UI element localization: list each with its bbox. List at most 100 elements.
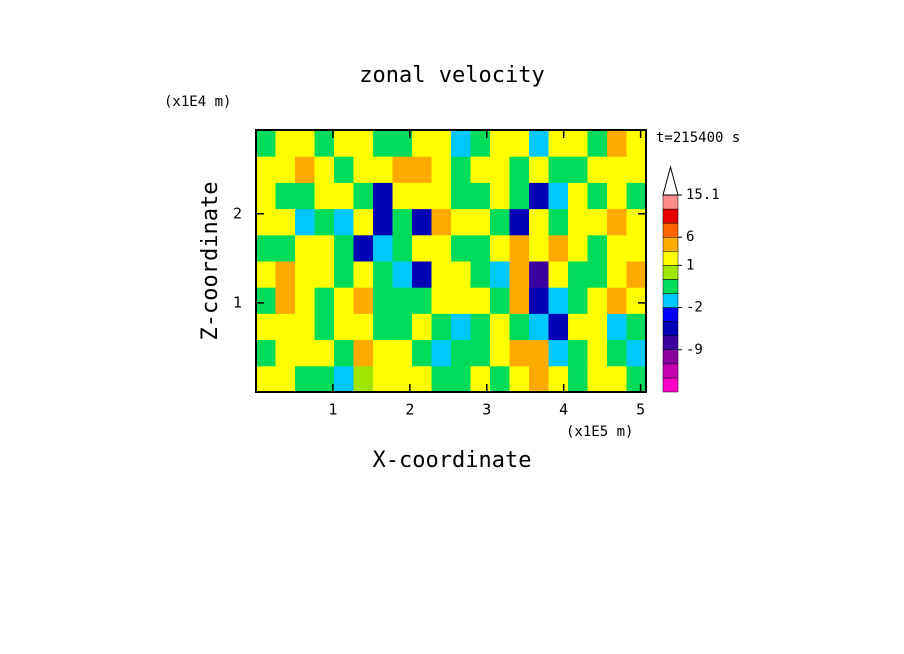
cell	[256, 234, 276, 262]
colorbar-segment	[662, 307, 679, 322]
cell	[529, 182, 549, 210]
cell	[568, 313, 588, 341]
cell	[314, 365, 335, 393]
cell	[509, 339, 530, 367]
x-tick-label: 2	[405, 401, 414, 419]
field	[256, 130, 647, 393]
cell	[392, 156, 413, 183]
cell	[392, 234, 413, 262]
cell	[509, 261, 530, 288]
cell	[568, 287, 588, 314]
cell	[568, 182, 588, 210]
cell	[314, 156, 335, 183]
cell	[256, 365, 276, 393]
cell	[548, 208, 569, 236]
cell	[529, 208, 549, 236]
cell	[353, 182, 374, 210]
colorbar-segment	[662, 236, 679, 252]
cell	[275, 365, 296, 393]
cell	[392, 208, 413, 236]
cell	[626, 287, 647, 314]
cell	[548, 130, 569, 157]
cell	[587, 156, 608, 183]
cell	[607, 287, 627, 314]
y-unit: (x1E4 m)	[164, 94, 231, 110]
cell	[334, 261, 354, 288]
cell	[392, 287, 413, 314]
colorbar-label: 15.1	[686, 187, 720, 203]
cell	[587, 261, 608, 288]
cell	[451, 339, 471, 367]
cell	[490, 156, 510, 183]
colorbar-segment	[662, 222, 679, 238]
cell	[412, 130, 432, 157]
colorbar-segment	[662, 363, 679, 379]
cell	[451, 208, 471, 236]
y-tick-label: 2	[233, 204, 242, 222]
cell	[626, 156, 647, 183]
cell	[373, 130, 393, 157]
cell	[568, 234, 588, 262]
cell	[490, 261, 510, 288]
cell	[373, 261, 393, 288]
cell	[431, 234, 452, 262]
cell	[470, 234, 491, 262]
cell	[431, 339, 452, 367]
cell	[412, 339, 432, 367]
x-tick-label: 5	[636, 401, 645, 419]
cell	[607, 313, 627, 341]
cell	[568, 208, 588, 236]
y-tick-label: 1	[233, 293, 242, 311]
cell	[373, 182, 393, 210]
cell	[431, 208, 452, 236]
cell	[373, 313, 393, 341]
cell	[256, 208, 276, 236]
cell	[548, 287, 569, 314]
cell	[275, 234, 296, 262]
cell	[451, 182, 471, 210]
colorbar-segment	[662, 251, 679, 266]
cell	[431, 156, 452, 183]
cell	[392, 313, 413, 341]
cell	[314, 234, 335, 262]
time-label: t=215400 s	[656, 130, 740, 146]
cell	[587, 339, 608, 367]
cell	[431, 313, 452, 341]
chart-title: zonal velocity	[359, 63, 544, 88]
cell	[607, 339, 627, 367]
x-tick-label: 3	[482, 401, 491, 419]
cell	[509, 130, 530, 157]
cell	[334, 313, 354, 341]
cell	[509, 313, 530, 341]
cell	[275, 156, 296, 183]
colorbar-segment	[662, 279, 679, 294]
cell	[451, 287, 471, 314]
cell	[353, 130, 374, 157]
cell	[607, 365, 627, 393]
cell	[334, 287, 354, 314]
colorbar-segment	[662, 349, 679, 365]
cell	[490, 234, 510, 262]
cell	[626, 182, 647, 210]
cell	[626, 365, 647, 393]
axes: 1 2 3 4 5 1 2	[233, 130, 646, 419]
colorbar-label: -2	[686, 300, 703, 316]
cell	[431, 287, 452, 314]
cell	[334, 365, 354, 393]
cell	[373, 365, 393, 393]
cell	[451, 261, 471, 288]
cell	[529, 261, 549, 288]
cell	[256, 261, 276, 288]
cell	[607, 261, 627, 288]
cell	[314, 208, 335, 236]
cell	[607, 130, 627, 157]
cell	[392, 261, 413, 288]
cell	[275, 208, 296, 236]
cell	[431, 261, 452, 288]
cell	[509, 234, 530, 262]
cell	[529, 130, 549, 157]
cell	[314, 130, 335, 157]
cell	[412, 365, 432, 393]
cell	[626, 313, 647, 341]
cell	[509, 208, 530, 236]
